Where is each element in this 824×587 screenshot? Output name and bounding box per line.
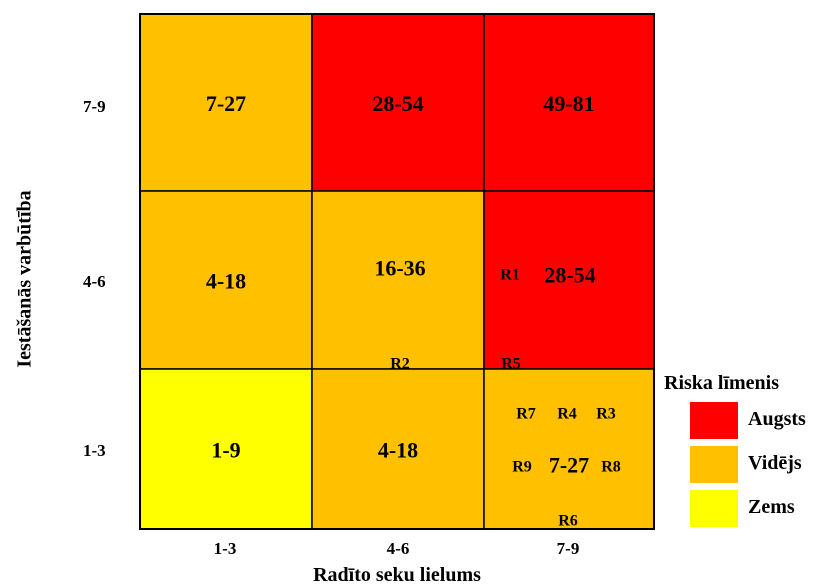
risk-marker-r8: R8: [601, 459, 621, 476]
risk-marker-r7: R7: [516, 406, 536, 423]
risk-marker-r6: R6: [558, 513, 578, 530]
matrix-border: [139, 13, 655, 530]
cell-value-label: 28-54: [544, 263, 595, 288]
cell-value-label: 7-27: [549, 453, 589, 478]
legend-swatch-zems: [690, 490, 738, 527]
cell-fill: [139, 368, 313, 530]
y-tick-label-7-9: 7-9: [83, 97, 106, 116]
legend-label-videjs: Vidējs: [748, 452, 802, 474]
legend-label-augsts: Augsts: [748, 408, 806, 430]
cell-value-label: 16-36: [374, 256, 425, 281]
legend-title: Riska līmenis: [664, 372, 780, 394]
x-axis-title: Radīto seku lielums: [313, 564, 481, 586]
legend-label-zems: Zems: [748, 496, 795, 518]
x-tick-label-7-9: 7-9: [556, 539, 580, 558]
matrix-cell-1-3-by-1-3: 1-9: [139, 368, 313, 530]
cell-value-label: 49-81: [543, 91, 594, 116]
matrix-cell-7-9-by-7-9: 49-81: [483, 13, 655, 192]
cell-fill: [139, 13, 313, 192]
y-tick-label-4-6: 4-6: [83, 272, 106, 291]
cell-value-label: 1-9: [211, 438, 240, 463]
matrix-cell-7-9-by-1-3: 7-27 R7 R4 R3 R9 R8 R6: [483, 368, 655, 530]
risk-marker-r4: R4: [557, 406, 577, 423]
cell-fill: [483, 13, 655, 192]
matrix-cell-1-3-by-4-6: 4-18: [139, 190, 313, 370]
legend-swatch-videjs: [690, 446, 738, 483]
y-axis-title: Iestāšanās varbūtība: [13, 190, 36, 368]
cell-fill: [483, 190, 655, 370]
cell-fill: [311, 190, 485, 370]
matrix-cell-1-3-by-7-9: 7-27: [139, 13, 313, 192]
cell-value-label: 7-27: [206, 91, 246, 116]
cell-fill: [311, 368, 485, 530]
cell-fill: [483, 368, 655, 530]
x-tick-label-1-3: 1-3: [213, 539, 237, 558]
cell-value-label: 4-18: [206, 269, 246, 294]
risk-marker-r9: R9: [512, 459, 532, 476]
matrix-cell-4-6-by-7-9: 28-54: [311, 13, 485, 192]
legend-swatch-augsts: [690, 402, 738, 439]
x-tick-label-4-6: 4-6: [386, 539, 410, 558]
cell-value-label: 28-54: [372, 91, 423, 116]
risk-marker-r1: R1: [500, 267, 520, 284]
matrix-cell-4-6-by-1-3: 4-18: [311, 368, 485, 530]
risk-marker-r3: R3: [596, 406, 616, 423]
y-tick-label-1-3: 1-3: [83, 441, 106, 460]
cell-value-label: 4-18: [378, 438, 418, 463]
